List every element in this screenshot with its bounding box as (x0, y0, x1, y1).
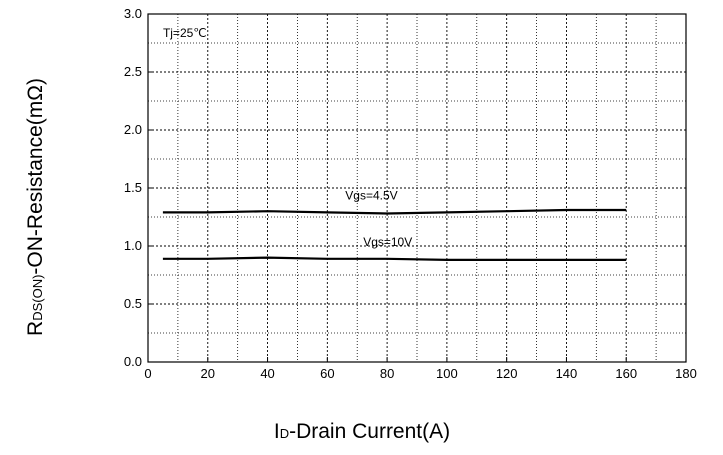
x-tick-label: 160 (615, 366, 637, 381)
x-axis-label-rest: -Drain Current(A) (289, 420, 450, 443)
annotation-label: Vgs=10V (363, 235, 412, 249)
y-tick-marks (148, 13, 153, 363)
x-tick-labels: 0 20 40 60 80 100 120 140 160 180 (144, 366, 696, 381)
y-axis-label-sub: DS(ON) (30, 275, 45, 321)
y-axis-label: RDS(ON)-ON-Resistance(mΩ) (24, 78, 47, 336)
y-tick-label: 1.0 (124, 238, 142, 253)
y-tick-label: 3.0 (124, 6, 142, 21)
x-tick-label: 20 (201, 366, 215, 381)
annotation-label: Tj=25℃ (163, 26, 207, 40)
x-tick-label: 80 (380, 366, 394, 381)
series-lines (162, 208, 627, 261)
x-axis-label-main: I (274, 420, 280, 443)
x-tick-label: 180 (675, 366, 697, 381)
y-tick-label: 1.5 (124, 180, 142, 195)
x-axis-label: ID-Drain Current(A) (274, 420, 450, 443)
annotations: Tj=25℃ Vgs=4.5V Vgs=10V (163, 26, 412, 249)
x-tick-label: 0 (144, 366, 151, 381)
y-tick-label: 2.0 (124, 122, 142, 137)
major-gridlines (148, 14, 686, 362)
x-tick-label: 60 (320, 366, 334, 381)
y-tick-label: 0.0 (124, 354, 142, 369)
y-tick-label: 2.5 (124, 64, 142, 79)
y-tick-label: 0.5 (124, 296, 142, 311)
x-axis-label-sub: D (280, 426, 289, 441)
x-tick-label: 140 (556, 366, 578, 381)
series-line-vgs-4-5v (162, 208, 627, 215)
y-tick-labels: 0.0 0.5 1.0 1.5 2.0 2.5 3.0 (124, 6, 142, 369)
series-line-vgs-10v (162, 256, 627, 261)
y-axis-label-main: R (24, 321, 47, 336)
x-tick-label: 120 (496, 366, 518, 381)
x-tick-label: 100 (436, 366, 458, 381)
x-tick-label: 40 (260, 366, 274, 381)
y-axis-label-rest: -ON-Resistance(mΩ) (24, 78, 47, 275)
x-tick-marks (147, 357, 687, 362)
annotation-label: Vgs=4.5V (345, 189, 397, 203)
